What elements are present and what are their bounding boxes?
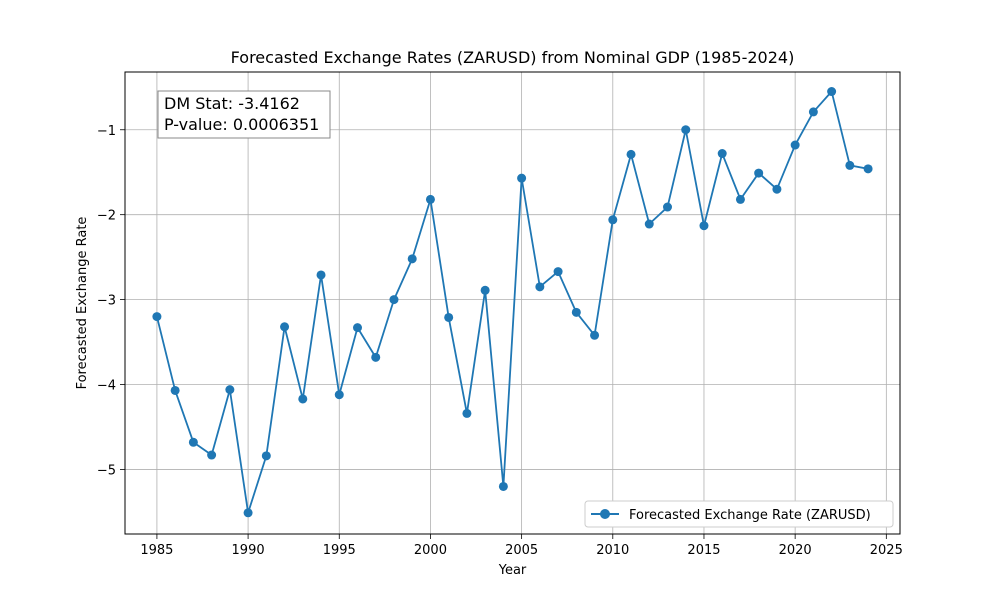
series-layer (152, 87, 873, 518)
data-point (261, 451, 271, 461)
x-tick-label: 2025 (870, 543, 903, 558)
x-tick-label: 2010 (596, 543, 629, 558)
data-point (845, 160, 855, 170)
data-point (389, 295, 399, 305)
series-line (156, 90, 869, 514)
data-point (170, 385, 180, 395)
data-point (717, 149, 727, 159)
data-point (681, 125, 691, 135)
dm-stat-text: DM Stat: -3.4162 (164, 94, 300, 113)
y-axis-label: Forecasted Exchange Rate (75, 217, 90, 390)
data-point (790, 140, 800, 150)
grid-lines (125, 72, 900, 534)
plot-frame (124, 71, 901, 535)
data-point (863, 164, 873, 174)
y-tick-label: −5 (97, 463, 116, 478)
legend-box (584, 500, 894, 528)
data-point (608, 215, 618, 225)
x-tick-label: 1990 (232, 543, 265, 558)
data-point (334, 390, 344, 400)
stats-annotation: DM Stat: -3.4162 P-value: 0.0006351 (157, 90, 331, 139)
legend-label: Forecasted Exchange Rate (ZARUSD) (629, 508, 871, 523)
annotation-box (157, 90, 331, 139)
data-point (808, 107, 818, 117)
data-point (152, 312, 162, 322)
x-tick-label: 1985 (140, 543, 173, 558)
x-tick-label: 2020 (779, 543, 812, 558)
x-tick-label: 1995 (323, 543, 356, 558)
data-point (316, 270, 326, 280)
x-tick-label: 2005 (505, 543, 538, 558)
chart-title: Forecasted Exchange Rates (ZARUSD) from … (231, 48, 795, 67)
legend: Forecasted Exchange Rate (ZARUSD) (584, 500, 894, 528)
data-point (735, 194, 745, 204)
data-point (699, 221, 709, 231)
y-tick-label: −3 (97, 294, 116, 309)
data-point (353, 323, 362, 333)
p-value-text: P-value: 0.0006351 (164, 115, 319, 134)
data-point (663, 202, 672, 212)
data-point (590, 330, 600, 340)
data-point (517, 173, 527, 183)
data-point (280, 322, 290, 332)
data-point (498, 481, 508, 491)
data-point (298, 394, 308, 404)
data-point (571, 307, 581, 317)
data-point (407, 254, 417, 264)
x-tick-label: 2000 (414, 543, 447, 558)
x-axis: 1985 1990 1995 2000 2005 2010 2015 2020 2025 (140, 534, 903, 558)
data-point (480, 285, 490, 295)
data-point (462, 408, 472, 418)
data-point (243, 508, 253, 518)
data-point (425, 194, 435, 204)
data-point (207, 450, 217, 460)
x-tick-label: 2015 (687, 543, 720, 558)
data-point (535, 282, 545, 292)
data-point (772, 184, 782, 194)
legend-marker-swatch (600, 509, 610, 519)
data-point (553, 267, 563, 277)
data-point (626, 149, 636, 159)
data-point (188, 437, 198, 447)
y-tick-label: −2 (97, 209, 116, 224)
y-tick-label: −1 (97, 124, 116, 139)
y-tick-label: −4 (97, 379, 116, 394)
x-axis-label: Year (498, 563, 527, 578)
data-point (225, 385, 235, 395)
data-point (371, 352, 381, 362)
data-point (754, 168, 764, 178)
data-point (827, 87, 837, 97)
data-point (644, 219, 654, 229)
y-axis: −5 −4 −3 −2 −1 (97, 124, 125, 478)
data-point (444, 312, 454, 322)
